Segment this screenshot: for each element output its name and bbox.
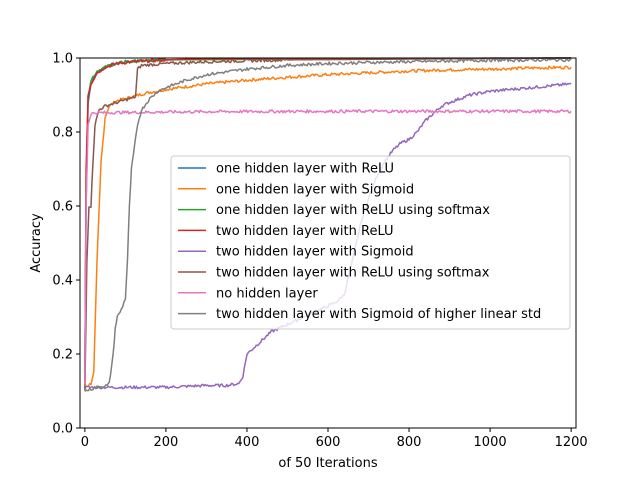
axes-layer: 0 200 400 600 800 1000 1200 0.0 0.2 0.4 0.6 0.8 1.0 xyxy=(52,52,587,451)
y-tick-label: 0.2 xyxy=(52,348,73,363)
x-tick-label: 600 xyxy=(316,435,341,450)
x-tick-label: 1000 xyxy=(474,435,507,450)
y-tick-label: 1.0 xyxy=(52,52,73,67)
legend-label-5: two hidden layer with Sigmoid xyxy=(216,245,414,260)
x-tick-label: 200 xyxy=(153,435,178,450)
legend-label-8: two hidden layer with Sigmoid of higher … xyxy=(216,307,541,322)
legend-label-4: two hidden layer with ReLU xyxy=(216,224,394,239)
y-tick-label: 0.8 xyxy=(52,126,73,141)
legend-label-7: no hidden layer xyxy=(216,286,318,301)
legend-label-1: one hidden layer with ReLU xyxy=(216,162,394,177)
legend-box xyxy=(170,155,571,330)
y-axis-title: Accuracy xyxy=(29,213,44,273)
y-tick-label: 0.0 xyxy=(52,422,73,437)
x-axis-title: of 50 Iterations xyxy=(278,456,377,471)
x-tick-label: 0 xyxy=(81,435,89,450)
legend-label-3: one hidden layer with ReLU using softmax xyxy=(216,203,490,218)
series-line-6 xyxy=(84,57,572,391)
legend: one hidden layer with ReLU one hidden lay… xyxy=(170,155,571,330)
series-line-7 xyxy=(84,109,572,385)
legend-label-2: one hidden layer with Sigmoid xyxy=(216,182,414,197)
y-tick-label: 0.4 xyxy=(52,274,73,289)
series-line-2 xyxy=(84,65,572,389)
x-tick-label: 800 xyxy=(397,435,422,450)
x-tick-label: 400 xyxy=(235,435,260,450)
series-line-8 xyxy=(84,57,572,393)
x-tick-label: 1200 xyxy=(555,435,588,450)
legend-label-6: two hidden layer with ReLU using softmax xyxy=(216,266,490,281)
y-tick-label: 0.6 xyxy=(52,200,73,215)
